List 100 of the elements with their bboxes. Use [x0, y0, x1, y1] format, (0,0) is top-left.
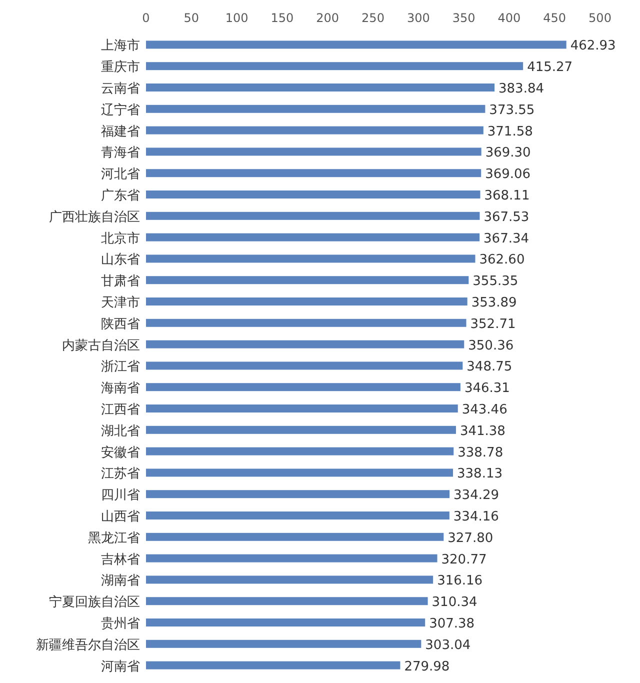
- bar: [146, 104, 486, 113]
- x-tick-label: 400: [498, 11, 521, 25]
- data-label: 327.80: [448, 530, 494, 546]
- bar: [146, 126, 484, 134]
- x-tick-label: 200: [316, 11, 340, 25]
- y-tick-label: 河北省: [101, 167, 140, 182]
- x-tick-label: 100: [225, 11, 248, 25]
- y-tick-label: 山西省: [101, 510, 140, 524]
- bar: [146, 212, 480, 220]
- bar: [146, 190, 480, 198]
- bar: [146, 512, 450, 520]
- y-tick-label: 宁夏回族自治区: [49, 594, 140, 610]
- y-tick-label: 新疆维吾尔自治区: [36, 638, 140, 653]
- y-tick-label: 吉林省: [101, 552, 140, 568]
- y-tick-label: 广东省: [101, 188, 140, 204]
- x-tick-label: 150: [270, 11, 294, 25]
- data-label: 343.46: [462, 402, 508, 418]
- data-label: 320.77: [441, 552, 487, 568]
- y-tick-label: 黑龙江省: [88, 530, 140, 546]
- data-label: 334.16: [453, 510, 499, 524]
- x-tick-label: 350: [452, 11, 476, 25]
- y-tick-label: 海南省: [101, 381, 140, 396]
- x-tick-label: 300: [406, 11, 430, 25]
- data-label: 362.60: [479, 252, 525, 268]
- bar: [146, 254, 476, 263]
- data-label: 367.53: [484, 210, 530, 225]
- bar: [146, 148, 482, 156]
- data-label: 307.38: [429, 616, 475, 632]
- data-label: 369.06: [485, 167, 531, 182]
- data-label: 348.75: [466, 360, 512, 375]
- bar: [146, 661, 400, 670]
- data-label: 303.04: [425, 638, 471, 653]
- data-label: 368.11: [484, 188, 530, 204]
- data-label: 462.93: [570, 38, 616, 54]
- bar: [146, 532, 444, 541]
- data-label: 338.78: [458, 445, 504, 460]
- y-tick-label: 浙江省: [101, 360, 140, 375]
- y-tick-label: 广西壮族自治区: [49, 210, 140, 225]
- bar: [146, 362, 463, 370]
- bar: [146, 426, 456, 434]
- y-tick-label: 重庆市: [101, 60, 140, 76]
- x-tick-label: 50: [184, 11, 200, 25]
- y-tick-label: 青海省: [101, 146, 140, 161]
- data-label: 355.35: [472, 274, 518, 290]
- y-tick-label: 贵州省: [101, 616, 140, 632]
- data-label: 369.30: [485, 146, 531, 161]
- data-label: 353.89: [471, 296, 517, 310]
- data-label: 279.98: [404, 659, 450, 674]
- y-tick-label: 江苏省: [101, 466, 140, 482]
- y-tick-label: 内蒙古自治区: [62, 338, 140, 354]
- data-label: 334.29: [454, 488, 500, 504]
- data-label: 350.36: [468, 338, 514, 354]
- bar: [146, 618, 426, 626]
- bar: [146, 597, 428, 606]
- bar: [146, 447, 454, 456]
- bar: [146, 340, 464, 348]
- bar: [146, 169, 482, 178]
- y-tick-label: 陕西省: [101, 316, 140, 332]
- data-label: 415.27: [527, 60, 573, 76]
- data-label: 310.34: [432, 595, 478, 610]
- x-tick-label: 450: [543, 11, 566, 25]
- bar: [146, 490, 450, 498]
- y-tick-label: 江西省: [101, 402, 140, 418]
- y-tick-label: 四川省: [101, 488, 140, 504]
- data-label: 371.58: [487, 124, 533, 140]
- bar: [146, 640, 422, 648]
- x-tick-label: 500: [588, 11, 612, 25]
- y-tick-label: 上海市: [101, 38, 140, 54]
- bar: [146, 383, 460, 392]
- y-tick-label: 湖南省: [101, 574, 140, 589]
- bar: [146, 276, 469, 284]
- data-label: 352.71: [470, 316, 516, 332]
- data-label: 367.34: [484, 231, 530, 246]
- bar: [146, 318, 466, 327]
- bar: [146, 468, 454, 477]
- y-tick-label: 天津市: [101, 296, 140, 310]
- bar: [146, 576, 434, 584]
- bar: [146, 62, 524, 70]
- y-tick-label: 云南省: [101, 82, 140, 96]
- y-tick-label: 辽宁省: [101, 102, 140, 118]
- y-tick-label: 安徽省: [101, 444, 140, 460]
- data-label: 341.38: [460, 424, 506, 439]
- data-label: 373.55: [489, 102, 535, 118]
- bar: [146, 298, 468, 306]
- y-tick-label: 福建省: [101, 124, 140, 140]
- bar: [146, 84, 495, 92]
- y-tick-label: 河南省: [101, 659, 140, 674]
- y-tick-label: 湖北省: [101, 424, 140, 439]
- y-tick-label: 山东省: [101, 252, 140, 268]
- bar: [146, 40, 566, 49]
- y-tick-label: 甘肃省: [101, 274, 140, 290]
- bar: [146, 233, 480, 242]
- data-label: 316.16: [437, 574, 483, 589]
- data-label: 383.84: [498, 82, 544, 96]
- bar: [146, 404, 458, 412]
- x-tick-label: 0: [142, 11, 150, 25]
- data-label: 338.13: [457, 466, 503, 482]
- y-tick-label: 北京市: [101, 231, 140, 246]
- x-tick-label: 250: [362, 11, 384, 25]
- data-label: 346.31: [464, 381, 510, 396]
